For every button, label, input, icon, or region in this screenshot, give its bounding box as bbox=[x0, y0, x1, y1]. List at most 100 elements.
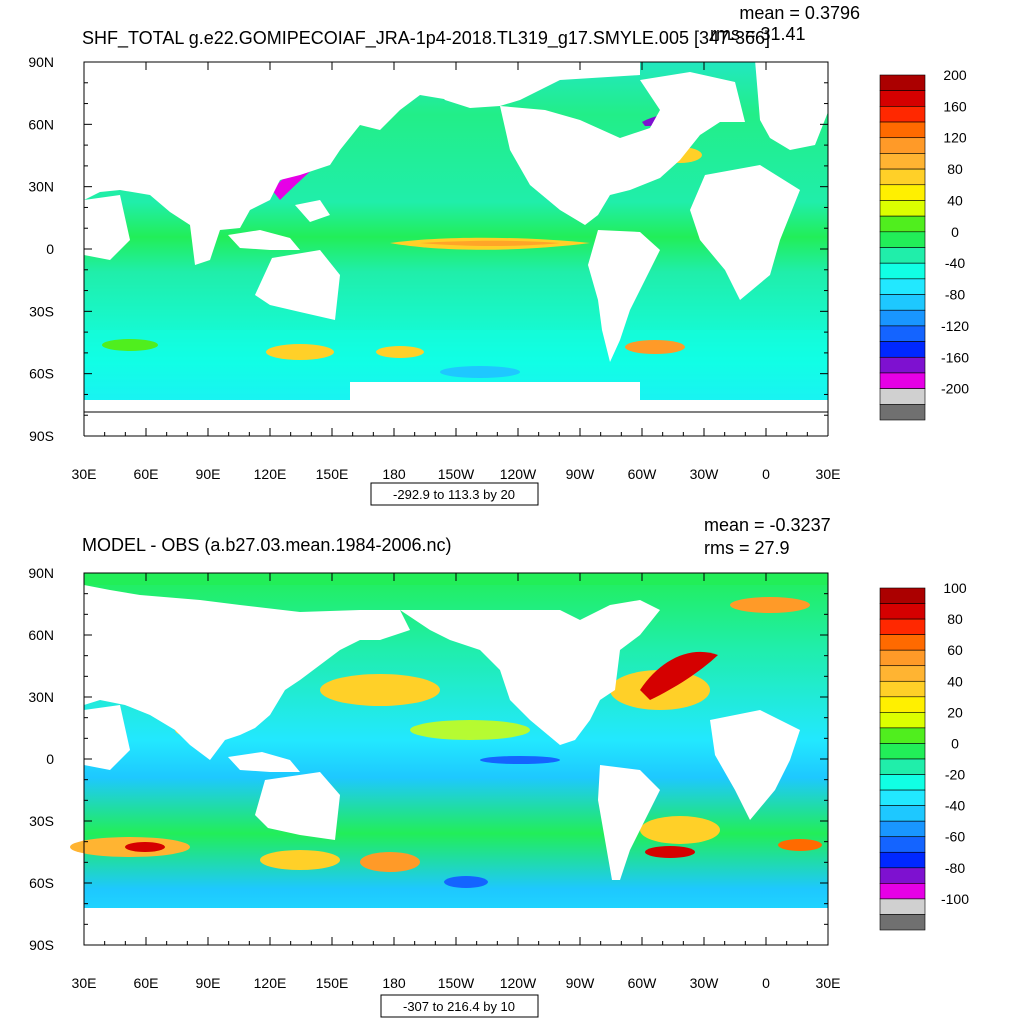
x-tick-label: 60E bbox=[134, 466, 159, 482]
colorbar-label: 160 bbox=[943, 98, 967, 114]
colorbar-swatch bbox=[879, 898, 926, 915]
colorbar-swatch bbox=[879, 74, 926, 91]
colorbar-label: 0 bbox=[951, 224, 959, 240]
colorbar-swatch bbox=[879, 851, 926, 869]
x-tick-label: 180 bbox=[382, 466, 406, 482]
panel-1-colorbar: 200 160 120 80 40 0 -40 -80 -120 -160 -200 bbox=[879, 67, 969, 421]
x-tick-label: 30E bbox=[816, 466, 841, 482]
colorbar-swatch bbox=[879, 341, 926, 358]
x-tick-label: 30E bbox=[72, 466, 97, 482]
x-tick-label: 120W bbox=[500, 466, 537, 482]
colorbar-label: 20 bbox=[947, 704, 963, 720]
colorbar-swatch bbox=[879, 137, 926, 154]
y-tick-label: 30N bbox=[28, 179, 54, 195]
panel-2-y-ticks: 90N 60N 30N 0 30S 60S 90S bbox=[28, 565, 829, 953]
y-tick-label: 30S bbox=[29, 813, 54, 829]
colorbar-swatch bbox=[879, 262, 926, 280]
colorbar-swatch bbox=[879, 618, 926, 635]
y-tick-label: 90N bbox=[28, 565, 54, 581]
y-tick-label: 30N bbox=[28, 689, 54, 705]
colorbar-label: 40 bbox=[947, 192, 963, 208]
colorbar-swatch bbox=[879, 404, 926, 421]
x-tick-label: 0 bbox=[762, 975, 770, 991]
y-tick-label: 60S bbox=[29, 366, 54, 382]
colorbar-swatch bbox=[879, 372, 926, 389]
colorbar-swatch bbox=[879, 325, 926, 342]
colorbar-swatch bbox=[879, 743, 926, 760]
panel-2-title: MODEL - OBS (a.b27.03.mean.1984-2006.nc) bbox=[82, 535, 452, 555]
colorbar-label: -40 bbox=[945, 255, 965, 271]
colorbar-swatch bbox=[879, 106, 926, 123]
panel-1: SHF_TOTAL g.e22.GOMIPECOIAF_JRA-1p4-2018… bbox=[28, 3, 969, 506]
y-tick-label: 30S bbox=[29, 303, 54, 319]
colorbar-label: 200 bbox=[943, 67, 967, 83]
colorbar-swatch bbox=[879, 603, 926, 620]
colorbar-swatch bbox=[879, 294, 926, 311]
panel-1-contour-info-box bbox=[370, 482, 539, 506]
colorbar-label: -200 bbox=[941, 381, 969, 397]
y-tick-label: 60N bbox=[28, 627, 54, 643]
x-tick-label: 0 bbox=[762, 466, 770, 482]
colorbar-swatch bbox=[879, 712, 926, 729]
colorbar-label: -40 bbox=[945, 798, 965, 814]
y-tick-label: 0 bbox=[46, 241, 54, 257]
panel-1-y-ticks: 90N 60N 30N 0 30S 60S 90S bbox=[28, 54, 829, 444]
panel-2-colorbar: 100 80 60 40 20 0 -20 -40 -60 -80 -100 bbox=[879, 580, 969, 931]
colorbar-swatch bbox=[879, 121, 926, 139]
colorbar-label: 80 bbox=[947, 611, 963, 627]
colorbar-swatch bbox=[879, 680, 926, 698]
panel-2-rms: rms = 27.9 bbox=[704, 538, 790, 558]
colorbar-swatch bbox=[879, 388, 926, 405]
colorbar-label: -60 bbox=[945, 829, 965, 845]
x-tick-label: 60W bbox=[628, 975, 658, 991]
colorbar-swatch bbox=[879, 309, 926, 327]
x-tick-label: 150W bbox=[438, 466, 475, 482]
colorbar-swatch bbox=[879, 168, 926, 186]
colorbar-swatch bbox=[879, 634, 926, 651]
x-tick-label: 90W bbox=[566, 975, 596, 991]
x-tick-label: 150E bbox=[316, 466, 349, 482]
colorbar-swatch bbox=[879, 820, 926, 838]
x-tick-label: 150W bbox=[438, 975, 475, 991]
panel-1-contour-info: -292.9 to 113.3 by 20 bbox=[393, 487, 515, 502]
y-tick-label: 90S bbox=[29, 937, 54, 953]
colorbar-swatch bbox=[879, 789, 926, 806]
colorbar-label: -160 bbox=[941, 349, 969, 365]
panel-2-map bbox=[70, 572, 829, 946]
colorbar-label: 80 bbox=[947, 161, 963, 177]
colorbar-label: 100 bbox=[943, 580, 967, 596]
colorbar-swatch bbox=[879, 805, 926, 822]
y-tick-label: 90N bbox=[28, 54, 54, 70]
panel-1-rms: rms = 31.41 bbox=[710, 24, 806, 44]
colorbar-swatch bbox=[879, 774, 926, 791]
y-tick-label: 90S bbox=[29, 428, 54, 444]
colorbar-label: -100 bbox=[941, 891, 969, 907]
colorbar-swatch bbox=[879, 231, 926, 248]
colorbar-swatch bbox=[879, 587, 926, 604]
panel-1-mean: mean = 0.3796 bbox=[739, 3, 860, 23]
x-tick-label: 90E bbox=[196, 466, 221, 482]
y-tick-label: 0 bbox=[46, 751, 54, 767]
panel-1-title: SHF_TOTAL g.e22.GOMIPECOIAF_JRA-1p4-2018… bbox=[82, 28, 770, 49]
panel-2-x-ticks: 30E 60E 90E 120E 150E 180 150W 120W 90W 60W 30W 0 30… bbox=[72, 573, 841, 991]
x-tick-label: 60E bbox=[134, 975, 159, 991]
x-tick-label: 30W bbox=[690, 466, 720, 482]
panel-2-contour-info-box bbox=[380, 994, 539, 1018]
colorbar-swatch bbox=[879, 184, 926, 201]
colorbar-swatch bbox=[879, 758, 926, 775]
colorbar-label: -120 bbox=[941, 318, 969, 334]
x-tick-label: 60W bbox=[628, 466, 658, 482]
colorbar-swatch bbox=[879, 696, 926, 713]
colorbar-swatch bbox=[879, 215, 926, 233]
colorbar-swatch bbox=[879, 914, 926, 931]
colorbar-label: 40 bbox=[947, 673, 963, 689]
colorbar-swatch bbox=[879, 278, 926, 295]
x-tick-label: 30E bbox=[72, 975, 97, 991]
y-tick-label: 60N bbox=[28, 116, 54, 132]
colorbar-swatch bbox=[879, 200, 926, 217]
x-tick-label: 30E bbox=[816, 975, 841, 991]
colorbar-swatch bbox=[879, 836, 926, 853]
x-tick-label: 180 bbox=[382, 975, 406, 991]
panel-1-x-ticks: 30E 60E 90E 120E 150E 180 150W 120W 90W 60W 30W 0 30… bbox=[72, 62, 841, 482]
